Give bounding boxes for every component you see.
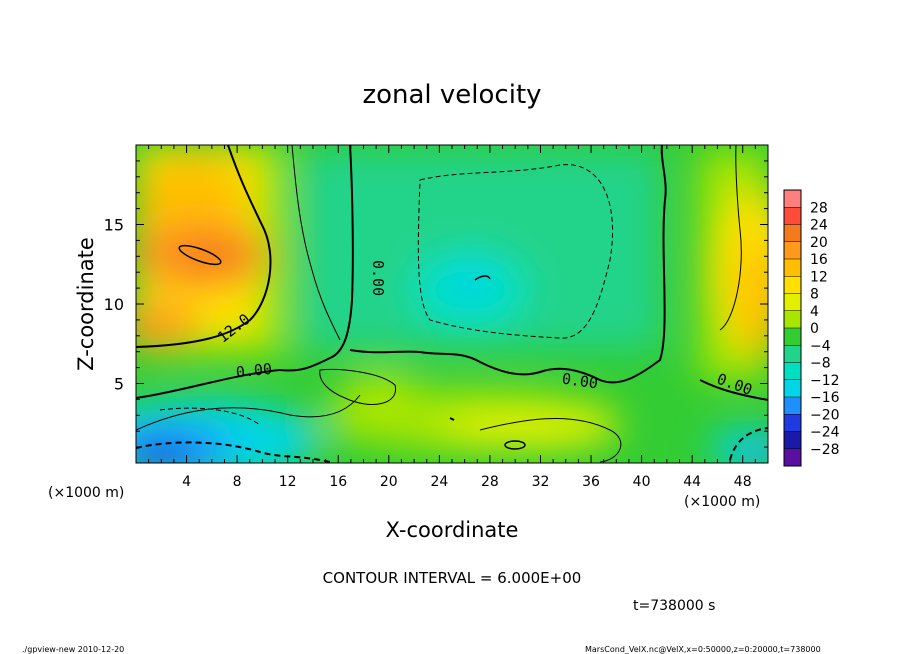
colorbar-label: −4 — [810, 338, 831, 354]
colorbar-label: −20 — [810, 407, 840, 423]
contour-label-0-b: 0.00 — [369, 260, 387, 296]
colorbar-swatch — [784, 431, 801, 450]
colorbar-label: −8 — [810, 356, 831, 372]
colorbar-swatch — [784, 328, 801, 346]
x-tick-label: 40 — [633, 474, 651, 490]
footer-right: MarsCond_VelX.nc@VelX,x=0:50000,z=0:2000… — [585, 645, 821, 654]
contour-line — [417, 164, 614, 339]
colorbar-swatch — [784, 345, 801, 363]
contour-line — [699, 379, 768, 401]
contour-line — [729, 427, 768, 461]
x-tick-label: 48 — [734, 474, 752, 490]
colorbar-swatch — [784, 276, 801, 294]
x-tick-label: 28 — [481, 474, 499, 490]
x-unit-right: (×1000 m) — [684, 494, 760, 510]
y-axis-label: Z-coordinate — [74, 237, 98, 371]
x-tick-label: 8 — [233, 474, 242, 490]
colorbar-label: −28 — [810, 442, 840, 458]
colorbar-swatch — [784, 414, 801, 432]
time-text: t=738000 s — [633, 598, 715, 614]
colorbar-swatch — [784, 207, 801, 225]
colorbar-swatch — [784, 259, 801, 277]
colorbar-label: −24 — [810, 425, 840, 441]
x-tick-label: 20 — [380, 474, 398, 490]
colorbar-swatch — [784, 379, 801, 398]
colorbar-swatch — [784, 448, 801, 467]
x-tick-label: 24 — [430, 474, 448, 490]
colorbar-swatch — [784, 293, 801, 312]
colorbar-label: 4 — [810, 304, 819, 320]
colorbar-label: −12 — [810, 373, 840, 389]
footer-left: ./gpview-new 2010-12-20 — [22, 645, 124, 654]
colorbar-label: 0 — [810, 321, 819, 337]
contour-line — [449, 417, 455, 421]
y-tick-label: 10 — [104, 295, 124, 314]
colorbar-label: 20 — [810, 235, 828, 251]
colorbar-label: −16 — [810, 390, 840, 406]
contour-line — [136, 441, 331, 463]
colorbar-label: 8 — [810, 287, 819, 303]
colorbar-swatch — [784, 397, 801, 415]
contour-label-0-a: 0.00 — [235, 360, 273, 382]
x-axis-label: X-coordinate — [386, 518, 519, 542]
x-tick-label: 44 — [683, 474, 701, 490]
contour-line — [136, 394, 361, 431]
contour-line — [504, 440, 526, 450]
contour-line — [349, 145, 667, 384]
contour-interval-text: CONTOUR INTERVAL = 6.000E+00 — [323, 569, 582, 587]
contour-line — [719, 145, 742, 331]
x-tick-label: 36 — [582, 474, 600, 490]
contour-line — [178, 244, 222, 266]
contour-line — [136, 145, 272, 348]
contour-line — [159, 407, 261, 426]
contour-line — [474, 275, 491, 281]
contour-line — [319, 369, 396, 405]
x-tick-label: 4 — [182, 474, 191, 490]
contour-line — [291, 145, 341, 341]
colorbar-label: 28 — [810, 200, 828, 216]
plot-area: 12.0 0.00 0.00 0.00 0.00 — [136, 145, 768, 463]
contour-label-0-c: 0.00 — [561, 370, 599, 393]
x-tick-label: 32 — [532, 474, 550, 490]
colorbar-swatch — [784, 241, 801, 260]
y-tick-label: 5 — [114, 375, 124, 394]
x-unit-left: (×1000 m) — [48, 485, 124, 501]
colorbar-label: 16 — [810, 252, 828, 268]
colorbar-swatch — [784, 190, 801, 208]
y-tick-label: 15 — [104, 216, 124, 235]
colorbar-swatch — [784, 362, 801, 381]
colorbar-swatch — [784, 310, 801, 329]
chart-title: zonal velocity — [362, 80, 541, 110]
x-tick-label: 16 — [329, 474, 347, 490]
contour-line — [136, 145, 354, 399]
x-tick-label: 12 — [279, 474, 297, 490]
colorbar-label: 24 — [810, 218, 828, 234]
colorbar-label: 12 — [810, 269, 828, 285]
contour-line — [479, 417, 622, 463]
colorbar-swatch — [784, 224, 801, 243]
